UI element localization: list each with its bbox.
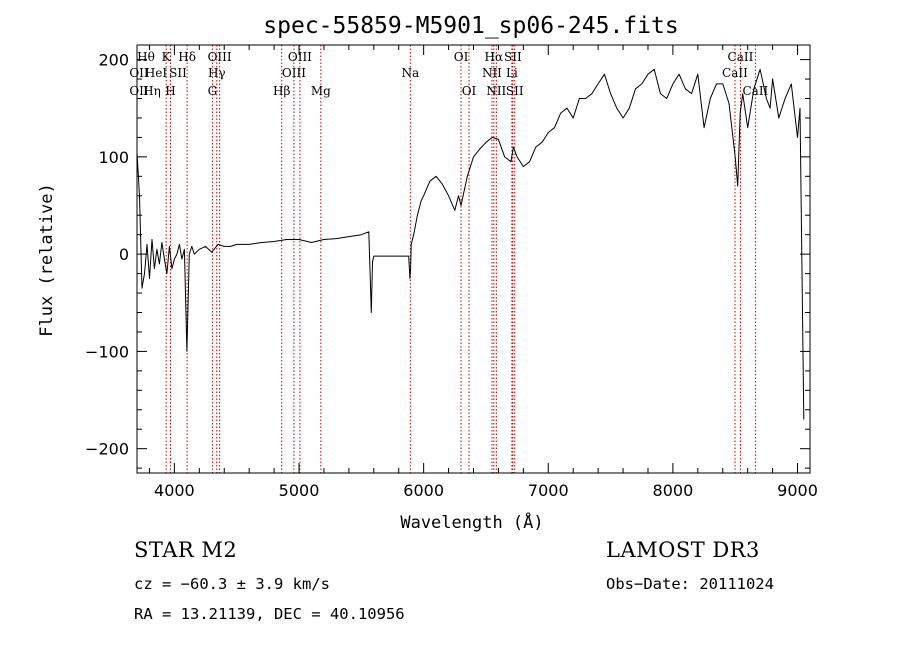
line-label-7: OIII <box>282 66 306 80</box>
y-tick-label-3: 100 <box>98 148 129 167</box>
coordinates: RA = 13.21139, DEC = 40.10956 <box>134 605 405 623</box>
spectrum-series <box>136 68 805 420</box>
crowded-label-2: HeI <box>145 66 168 80</box>
line-label-20: CaII <box>728 50 754 64</box>
line-label-19: CaII <box>722 66 748 80</box>
object-class: STAR M2 <box>134 538 238 562</box>
x-tick-label-1: 5000 <box>279 481 320 500</box>
line-label-18: SII <box>506 84 524 98</box>
y-tick-label-0: −200 <box>85 440 129 459</box>
line-label-21: CaII <box>742 84 768 98</box>
line-label-10: Na <box>401 66 419 80</box>
emission-line-labels: KHHδHγGOIIIHβOIIIOIIIMgNaOIOINIIHαNIILiS… <box>129 50 768 98</box>
line-label-8: OIII <box>288 50 312 64</box>
line-label-0: K <box>162 50 172 64</box>
line-label-2: Hδ <box>178 50 196 64</box>
line-label-12: OI <box>462 84 477 98</box>
line-label-13: NII <box>482 66 502 80</box>
crowded-label-5: Hη <box>143 84 161 98</box>
x-tick-label-3: 7000 <box>528 481 569 500</box>
x-tick-label-0: 4000 <box>154 481 195 500</box>
emission-line-markers <box>165 45 756 473</box>
y-tick-label-1: −100 <box>85 342 129 361</box>
y-tick-label-4: 200 <box>98 51 129 70</box>
x-tick-label-5: 9000 <box>777 481 818 500</box>
line-label-6: Hβ <box>273 84 290 98</box>
observation-date: Obs−Date: 20111024 <box>606 575 774 593</box>
line-label-5: OIII <box>208 50 232 64</box>
line-label-11: OI <box>454 50 469 64</box>
redshift-velocity: cz = −60.3 ± 3.9 km/s <box>134 575 330 593</box>
survey-name: LAMOST DR3 <box>606 538 760 562</box>
crowded-label-4: OII <box>129 84 149 98</box>
line-label-4: G <box>208 84 218 98</box>
crowded-label-0: Hθ <box>137 50 155 64</box>
plot-frame <box>136 44 811 474</box>
x-tick-label-4: 8000 <box>653 481 694 500</box>
y-tick-label-2: 0 <box>119 245 129 264</box>
line-label-9: Mg <box>311 84 331 98</box>
x-axis-label: Wavelength (Å) <box>400 511 543 533</box>
y-axis-ticks: −200 −100 0 100 200 <box>85 51 810 469</box>
spectrum-line <box>136 68 805 420</box>
y-axis-label: Flux (relative) <box>37 183 57 337</box>
x-tick-label-2: 6000 <box>403 481 444 500</box>
line-label-3: Hγ <box>208 66 226 80</box>
crowded-label-3: SII <box>169 66 187 80</box>
line-label-15: NII <box>486 84 506 98</box>
line-label-16: Li <box>506 66 518 80</box>
crowded-label-1: OII <box>129 66 149 80</box>
line-label-14: Hα <box>485 50 504 64</box>
line-label-17: SII <box>504 50 522 64</box>
chart-title: spec-55859-M5901_sp06-245.fits <box>263 13 678 39</box>
line-label-1: H <box>165 84 175 98</box>
x-axis-ticks: 4000 5000 6000 7000 8000 9000 <box>148 45 818 500</box>
